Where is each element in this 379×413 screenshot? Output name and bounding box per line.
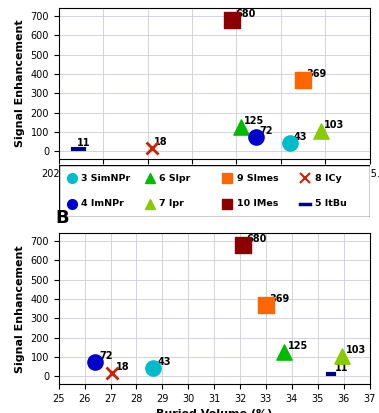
Text: 5 ItBu: 5 ItBu [315, 199, 346, 209]
Text: B: B [56, 209, 69, 227]
Text: 3 SimNPr: 3 SimNPr [81, 173, 131, 183]
Point [300, 77, 306, 83]
Point [240, 242, 246, 248]
FancyBboxPatch shape [59, 165, 370, 217]
Text: 6 Slpr: 6 Slpr [159, 173, 191, 183]
Text: 18: 18 [116, 362, 129, 372]
Text: 72: 72 [259, 126, 273, 136]
Text: 103: 103 [346, 346, 366, 356]
Point [339, 353, 345, 360]
Text: 11: 11 [77, 138, 90, 148]
Text: 680: 680 [235, 9, 256, 19]
Text: 72: 72 [99, 351, 113, 361]
Text: 125: 125 [244, 116, 265, 126]
Text: 103: 103 [324, 121, 345, 131]
Point [229, 17, 235, 23]
Point [263, 302, 269, 309]
Point [92, 359, 98, 366]
Point [318, 128, 324, 135]
Point [238, 124, 244, 131]
Text: 9 Slmes: 9 Slmes [237, 173, 279, 183]
Y-axis label: Signal Enhancement: Signal Enhancement [15, 245, 25, 373]
Text: 43: 43 [157, 357, 171, 367]
Text: 18: 18 [154, 137, 168, 147]
Point [253, 134, 259, 141]
X-axis label: $\nu_{CO_{(average)}}$: $\nu_{CO_{(average)}}$ [191, 184, 237, 198]
Text: 680: 680 [246, 234, 267, 244]
Text: 369: 369 [307, 69, 327, 79]
Text: 7 Ipr: 7 Ipr [159, 199, 184, 209]
Text: 43: 43 [293, 132, 307, 142]
X-axis label: Buried Volume (%): Buried Volume (%) [156, 409, 272, 413]
Text: 369: 369 [270, 294, 290, 304]
Text: 11: 11 [335, 363, 348, 373]
Point [287, 140, 293, 146]
Text: 4 ImNPr: 4 ImNPr [81, 199, 124, 209]
Point [281, 349, 287, 356]
Text: A: A [56, 0, 69, 2]
Text: 8 ICy: 8 ICy [315, 173, 341, 183]
Y-axis label: Signal Enhancement: Signal Enhancement [15, 20, 25, 147]
Text: 125: 125 [288, 341, 308, 351]
Point [150, 365, 156, 371]
Text: 10 IMes: 10 IMes [237, 199, 278, 209]
